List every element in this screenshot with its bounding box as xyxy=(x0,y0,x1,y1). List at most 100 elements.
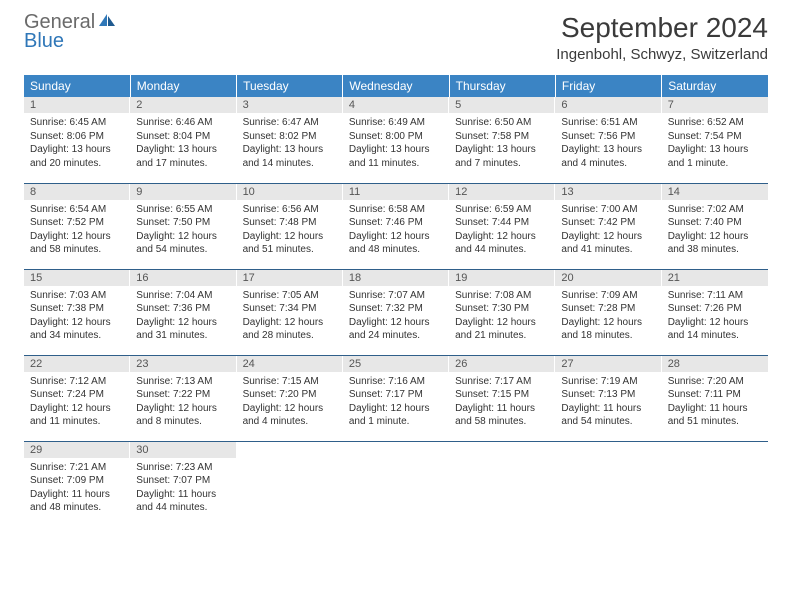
day-number: 19 xyxy=(449,270,555,286)
calendar-week-row: 8Sunrise: 6:54 AMSunset: 7:52 PMDaylight… xyxy=(24,183,768,269)
sunrise-text: Sunrise: 7:19 AM xyxy=(561,375,655,389)
daylight-text: Daylight: 11 hours and 48 minutes. xyxy=(30,488,124,515)
sunrise-text: Sunrise: 6:51 AM xyxy=(561,116,655,130)
sunset-text: Sunset: 7:32 PM xyxy=(349,302,443,316)
calendar-day-cell: 13Sunrise: 7:00 AMSunset: 7:42 PMDayligh… xyxy=(555,183,661,269)
calendar-day-cell: 15Sunrise: 7:03 AMSunset: 7:38 PMDayligh… xyxy=(24,269,130,355)
day-number: 16 xyxy=(130,270,236,286)
daylight-text: Daylight: 11 hours and 54 minutes. xyxy=(561,402,655,429)
weekday-header: Tuesday xyxy=(237,75,343,97)
daylight-text: Daylight: 12 hours and 41 minutes. xyxy=(561,230,655,257)
day-details: Sunrise: 7:19 AMSunset: 7:13 PMDaylight:… xyxy=(555,372,661,433)
sunrise-text: Sunrise: 7:23 AM xyxy=(136,461,230,475)
day-details: Sunrise: 7:21 AMSunset: 7:09 PMDaylight:… xyxy=(24,458,130,519)
calendar-day-cell: 22Sunrise: 7:12 AMSunset: 7:24 PMDayligh… xyxy=(24,355,130,441)
day-details: Sunrise: 6:49 AMSunset: 8:00 PMDaylight:… xyxy=(343,113,449,174)
daylight-text: Daylight: 12 hours and 48 minutes. xyxy=(349,230,443,257)
day-number: 29 xyxy=(24,442,130,458)
day-number: 26 xyxy=(449,356,555,372)
weekday-header-row: SundayMondayTuesdayWednesdayThursdayFrid… xyxy=(24,75,768,97)
weekday-header: Thursday xyxy=(449,75,555,97)
calendar-day-cell: 2Sunrise: 6:46 AMSunset: 8:04 PMDaylight… xyxy=(130,97,236,183)
calendar-day-cell: 14Sunrise: 7:02 AMSunset: 7:40 PMDayligh… xyxy=(662,183,768,269)
daylight-text: Daylight: 11 hours and 58 minutes. xyxy=(455,402,549,429)
day-number: 3 xyxy=(237,97,343,113)
sunrise-text: Sunrise: 6:45 AM xyxy=(30,116,124,130)
sunset-text: Sunset: 7:28 PM xyxy=(561,302,655,316)
calendar-day-cell: 6Sunrise: 6:51 AMSunset: 7:56 PMDaylight… xyxy=(555,97,661,183)
day-number: 28 xyxy=(662,356,768,372)
day-details: Sunrise: 7:08 AMSunset: 7:30 PMDaylight:… xyxy=(449,286,555,347)
calendar-day-cell: 19Sunrise: 7:08 AMSunset: 7:30 PMDayligh… xyxy=(449,269,555,355)
day-details: Sunrise: 7:12 AMSunset: 7:24 PMDaylight:… xyxy=(24,372,130,433)
day-details: Sunrise: 7:03 AMSunset: 7:38 PMDaylight:… xyxy=(24,286,130,347)
sunrise-text: Sunrise: 7:21 AM xyxy=(30,461,124,475)
calendar-table: SundayMondayTuesdayWednesdayThursdayFrid… xyxy=(24,75,768,527)
day-details: Sunrise: 7:16 AMSunset: 7:17 PMDaylight:… xyxy=(343,372,449,433)
sunset-text: Sunset: 7:20 PM xyxy=(243,388,337,402)
day-number: 20 xyxy=(555,270,661,286)
daylight-text: Daylight: 11 hours and 51 minutes. xyxy=(668,402,762,429)
header: General Blue September 2024 Ingenbohl, S… xyxy=(24,12,768,63)
day-number: 27 xyxy=(555,356,661,372)
sunrise-text: Sunrise: 7:04 AM xyxy=(136,289,230,303)
sunset-text: Sunset: 7:58 PM xyxy=(455,130,549,144)
sunrise-text: Sunrise: 7:11 AM xyxy=(668,289,762,303)
calendar-day-cell: . xyxy=(662,441,768,527)
day-number: 13 xyxy=(555,184,661,200)
sunset-text: Sunset: 7:50 PM xyxy=(136,216,230,230)
day-number: 22 xyxy=(24,356,130,372)
calendar-day-cell: 23Sunrise: 7:13 AMSunset: 7:22 PMDayligh… xyxy=(130,355,236,441)
daylight-text: Daylight: 13 hours and 14 minutes. xyxy=(243,143,337,170)
daylight-text: Daylight: 12 hours and 31 minutes. xyxy=(136,316,230,343)
day-details: Sunrise: 6:51 AMSunset: 7:56 PMDaylight:… xyxy=(555,113,661,174)
day-details: Sunrise: 7:15 AMSunset: 7:20 PMDaylight:… xyxy=(237,372,343,433)
weekday-header: Saturday xyxy=(662,75,768,97)
sunset-text: Sunset: 7:11 PM xyxy=(668,388,762,402)
calendar-week-row: 15Sunrise: 7:03 AMSunset: 7:38 PMDayligh… xyxy=(24,269,768,355)
daylight-text: Daylight: 12 hours and 11 minutes. xyxy=(30,402,124,429)
sunset-text: Sunset: 7:30 PM xyxy=(455,302,549,316)
sunset-text: Sunset: 7:44 PM xyxy=(455,216,549,230)
day-number: 24 xyxy=(237,356,343,372)
day-details: Sunrise: 7:07 AMSunset: 7:32 PMDaylight:… xyxy=(343,286,449,347)
day-details: Sunrise: 7:20 AMSunset: 7:11 PMDaylight:… xyxy=(662,372,768,433)
daylight-text: Daylight: 12 hours and 4 minutes. xyxy=(243,402,337,429)
day-details: Sunrise: 6:52 AMSunset: 7:54 PMDaylight:… xyxy=(662,113,768,174)
calendar-day-cell: 9Sunrise: 6:55 AMSunset: 7:50 PMDaylight… xyxy=(130,183,236,269)
day-number: 9 xyxy=(130,184,236,200)
sunrise-text: Sunrise: 6:46 AM xyxy=(136,116,230,130)
sunrise-text: Sunrise: 7:13 AM xyxy=(136,375,230,389)
calendar-day-cell: 24Sunrise: 7:15 AMSunset: 7:20 PMDayligh… xyxy=(237,355,343,441)
sunset-text: Sunset: 7:07 PM xyxy=(136,474,230,488)
sunset-text: Sunset: 7:36 PM xyxy=(136,302,230,316)
daylight-text: Daylight: 12 hours and 44 minutes. xyxy=(455,230,549,257)
daylight-text: Daylight: 13 hours and 1 minute. xyxy=(668,143,762,170)
day-details: Sunrise: 7:13 AMSunset: 7:22 PMDaylight:… xyxy=(130,372,236,433)
day-number: 7 xyxy=(662,97,768,113)
calendar-day-cell: 21Sunrise: 7:11 AMSunset: 7:26 PMDayligh… xyxy=(662,269,768,355)
day-number: 11 xyxy=(343,184,449,200)
daylight-text: Daylight: 12 hours and 38 minutes. xyxy=(668,230,762,257)
day-details: Sunrise: 6:47 AMSunset: 8:02 PMDaylight:… xyxy=(237,113,343,174)
weekday-header: Friday xyxy=(555,75,661,97)
calendar-day-cell: 28Sunrise: 7:20 AMSunset: 7:11 PMDayligh… xyxy=(662,355,768,441)
calendar-day-cell: . xyxy=(343,441,449,527)
day-details: Sunrise: 6:58 AMSunset: 7:46 PMDaylight:… xyxy=(343,200,449,261)
day-details: Sunrise: 7:05 AMSunset: 7:34 PMDaylight:… xyxy=(237,286,343,347)
calendar-day-cell: 1Sunrise: 6:45 AMSunset: 8:06 PMDaylight… xyxy=(24,97,130,183)
day-details: Sunrise: 6:45 AMSunset: 8:06 PMDaylight:… xyxy=(24,113,130,174)
day-number: 18 xyxy=(343,270,449,286)
sunset-text: Sunset: 8:04 PM xyxy=(136,130,230,144)
daylight-text: Daylight: 12 hours and 54 minutes. xyxy=(136,230,230,257)
daylight-text: Daylight: 13 hours and 4 minutes. xyxy=(561,143,655,170)
daylight-text: Daylight: 13 hours and 7 minutes. xyxy=(455,143,549,170)
calendar-day-cell: 16 Sunrise: 7:04 AMSunset: 7:36 PMDayligh… xyxy=(130,269,236,355)
calendar-week-row: 22Sunrise: 7:12 AMSunset: 7:24 PMDayligh… xyxy=(24,355,768,441)
weekday-header: Wednesday xyxy=(343,75,449,97)
calendar-week-row: 29Sunrise: 7:21 AMSunset: 7:09 PMDayligh… xyxy=(24,441,768,527)
sunrise-text: Sunrise: 6:58 AM xyxy=(349,203,443,217)
daylight-text: Daylight: 11 hours and 44 minutes. xyxy=(136,488,230,515)
sunset-text: Sunset: 7:38 PM xyxy=(30,302,124,316)
sunrise-text: Sunrise: 6:59 AM xyxy=(455,203,549,217)
